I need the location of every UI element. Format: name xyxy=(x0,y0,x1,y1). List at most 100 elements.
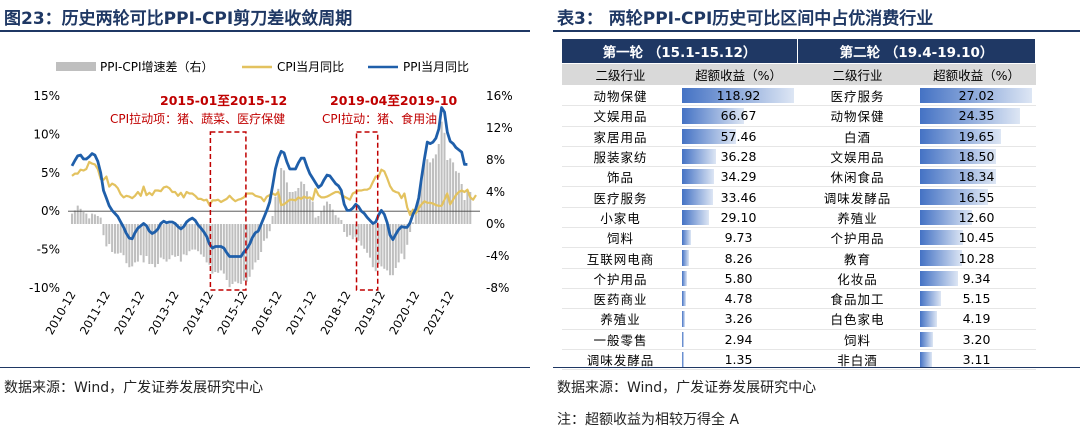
diff-bar xyxy=(148,224,151,264)
diff-bar xyxy=(113,224,116,254)
round1-header: 第一轮 （15.1-15.12） xyxy=(560,38,799,64)
legend-ppi-label: PPI当月同比 xyxy=(403,60,469,74)
return-bar xyxy=(919,250,963,266)
x-axis-tick: 2012-12 xyxy=(111,289,147,338)
round2-return-cell: 5.15 xyxy=(917,288,1036,310)
return-value: 4.19 xyxy=(962,311,991,327)
diff-bar xyxy=(128,224,131,268)
return-value: 5.15 xyxy=(962,291,991,307)
left-axis-tick: 0% xyxy=(41,204,60,218)
diff-bar xyxy=(371,224,374,268)
table-title: 表3： 两轮PPI-CPI历史可比区间中占优消费行业 xyxy=(557,9,934,29)
round2-return-cell: 16.55 xyxy=(917,186,1036,208)
round1-industry: 饰品 xyxy=(561,166,680,188)
round1-industry: 医疗服务 xyxy=(561,186,680,208)
diff-bar xyxy=(308,199,311,224)
diff-bar xyxy=(374,224,377,272)
return-bar xyxy=(919,128,1001,144)
round1-industry: 互联网电商 xyxy=(561,247,680,269)
diff-bar xyxy=(248,224,251,277)
table-row: 医药商业 4.78 食品加工 5.15 xyxy=(561,288,1036,310)
diff-bar xyxy=(429,162,432,224)
round2-industry: 饲料 xyxy=(797,329,918,350)
round2-industry: 养殖业 xyxy=(797,207,918,229)
return-bar xyxy=(919,351,933,368)
right-axis-tick: 0% xyxy=(486,217,505,231)
diff-bar xyxy=(176,224,180,256)
right-axis-tick: 4% xyxy=(486,185,505,199)
diff-bar xyxy=(262,224,265,241)
return-value: 33.46 xyxy=(720,189,757,205)
diff-bar xyxy=(277,188,280,224)
cpi-line xyxy=(71,160,477,217)
x-axis-tick: 2021-12 xyxy=(421,289,457,338)
diff-bar xyxy=(154,224,157,268)
table-row: 饲料 9.73 个护用品 10.45 xyxy=(561,227,1036,249)
diff-bar xyxy=(434,154,437,224)
right-axis-tick: -8% xyxy=(486,281,509,295)
table-container: 第一轮 （15.1-15.12） 第二轮 （19.4-19.10） 二级行业 超… xyxy=(560,38,1037,371)
return-bar xyxy=(681,250,690,266)
round1-industry: 文娱用品 xyxy=(561,105,680,127)
round2-return-cell: 18.50 xyxy=(917,146,1036,168)
diff-bar xyxy=(426,159,429,224)
highlight-box-2015 xyxy=(209,131,247,291)
return-bar xyxy=(919,148,997,165)
return-value: 9.73 xyxy=(724,230,753,246)
diff-bar xyxy=(79,208,82,224)
diff-bar xyxy=(122,224,125,256)
round1-industry: 养殖业 xyxy=(561,308,680,330)
diff-bar xyxy=(139,224,142,256)
diff-bar xyxy=(305,191,308,224)
diff-bar xyxy=(88,218,91,224)
diff-bar xyxy=(357,224,360,241)
round2-industry: 调味发酵品 xyxy=(797,186,918,208)
diff-bar xyxy=(437,144,440,224)
round2-return-cell: 9.34 xyxy=(917,268,1036,289)
return-bar xyxy=(681,108,745,124)
round2-return-cell: 3.11 xyxy=(917,349,1036,371)
return-bar xyxy=(919,88,1032,104)
round1-industry: 一般零售 xyxy=(561,329,680,350)
return-value: 27.02 xyxy=(958,88,995,104)
round1-industry: 医药商业 xyxy=(561,288,680,310)
diff-bar xyxy=(323,205,326,224)
right-panel: 表3： 两轮PPI-CPI历史可比区间中占优消费行业 第一轮 （15.1-15.… xyxy=(553,0,1080,441)
round1-return-cell: 29.10 xyxy=(679,207,798,229)
ppi-line xyxy=(70,106,468,258)
diff-bar xyxy=(171,224,174,256)
round1-return-cell: 5.80 xyxy=(679,268,798,289)
return-value: 66.67 xyxy=(720,108,757,124)
highlight-box-2019 xyxy=(355,131,379,291)
return-bar xyxy=(681,311,685,327)
diff-bar xyxy=(179,224,182,262)
return-value: 8.26 xyxy=(724,250,753,266)
diff-bar xyxy=(165,224,168,262)
return-value: 34.29 xyxy=(720,169,757,185)
diff-bar xyxy=(394,224,397,268)
round1-return-cell: 3.26 xyxy=(679,308,798,330)
diff-bar xyxy=(168,224,171,260)
table-body: 动物保健 118.92 医疗服务 27.02 文娱用品 66.67 动物保健 24.35 家居用… xyxy=(561,85,1036,371)
diff-bar xyxy=(134,224,137,263)
round2-industry: 白酒 xyxy=(797,126,918,147)
return-value: 18.34 xyxy=(958,169,995,185)
left-axis-tick: 5% xyxy=(41,166,60,180)
round1-return-cell: 34.29 xyxy=(679,166,798,188)
x-axis-tick: 2016-12 xyxy=(249,289,285,338)
title-rule xyxy=(553,30,1080,32)
return-value: 18.50 xyxy=(958,149,995,165)
diff-bar xyxy=(199,224,202,255)
round2-return-cell: 27.02 xyxy=(917,85,1036,107)
diff-bar xyxy=(449,158,452,224)
table-row: 个护用品 5.80 化妆品 9.34 xyxy=(561,268,1036,289)
diff-bar xyxy=(231,224,234,284)
diff-bar xyxy=(397,224,400,263)
return-value: 12.60 xyxy=(958,209,995,225)
table-source: 数据来源：Wind，广发证券发展研究中心 xyxy=(557,380,817,396)
return-value: 29.10 xyxy=(720,209,757,225)
sub-header-industry: 二级行业 xyxy=(561,63,680,86)
round1-return-cell: 66.67 xyxy=(679,105,798,127)
diff-bar xyxy=(119,224,122,253)
diff-bar xyxy=(271,216,274,224)
